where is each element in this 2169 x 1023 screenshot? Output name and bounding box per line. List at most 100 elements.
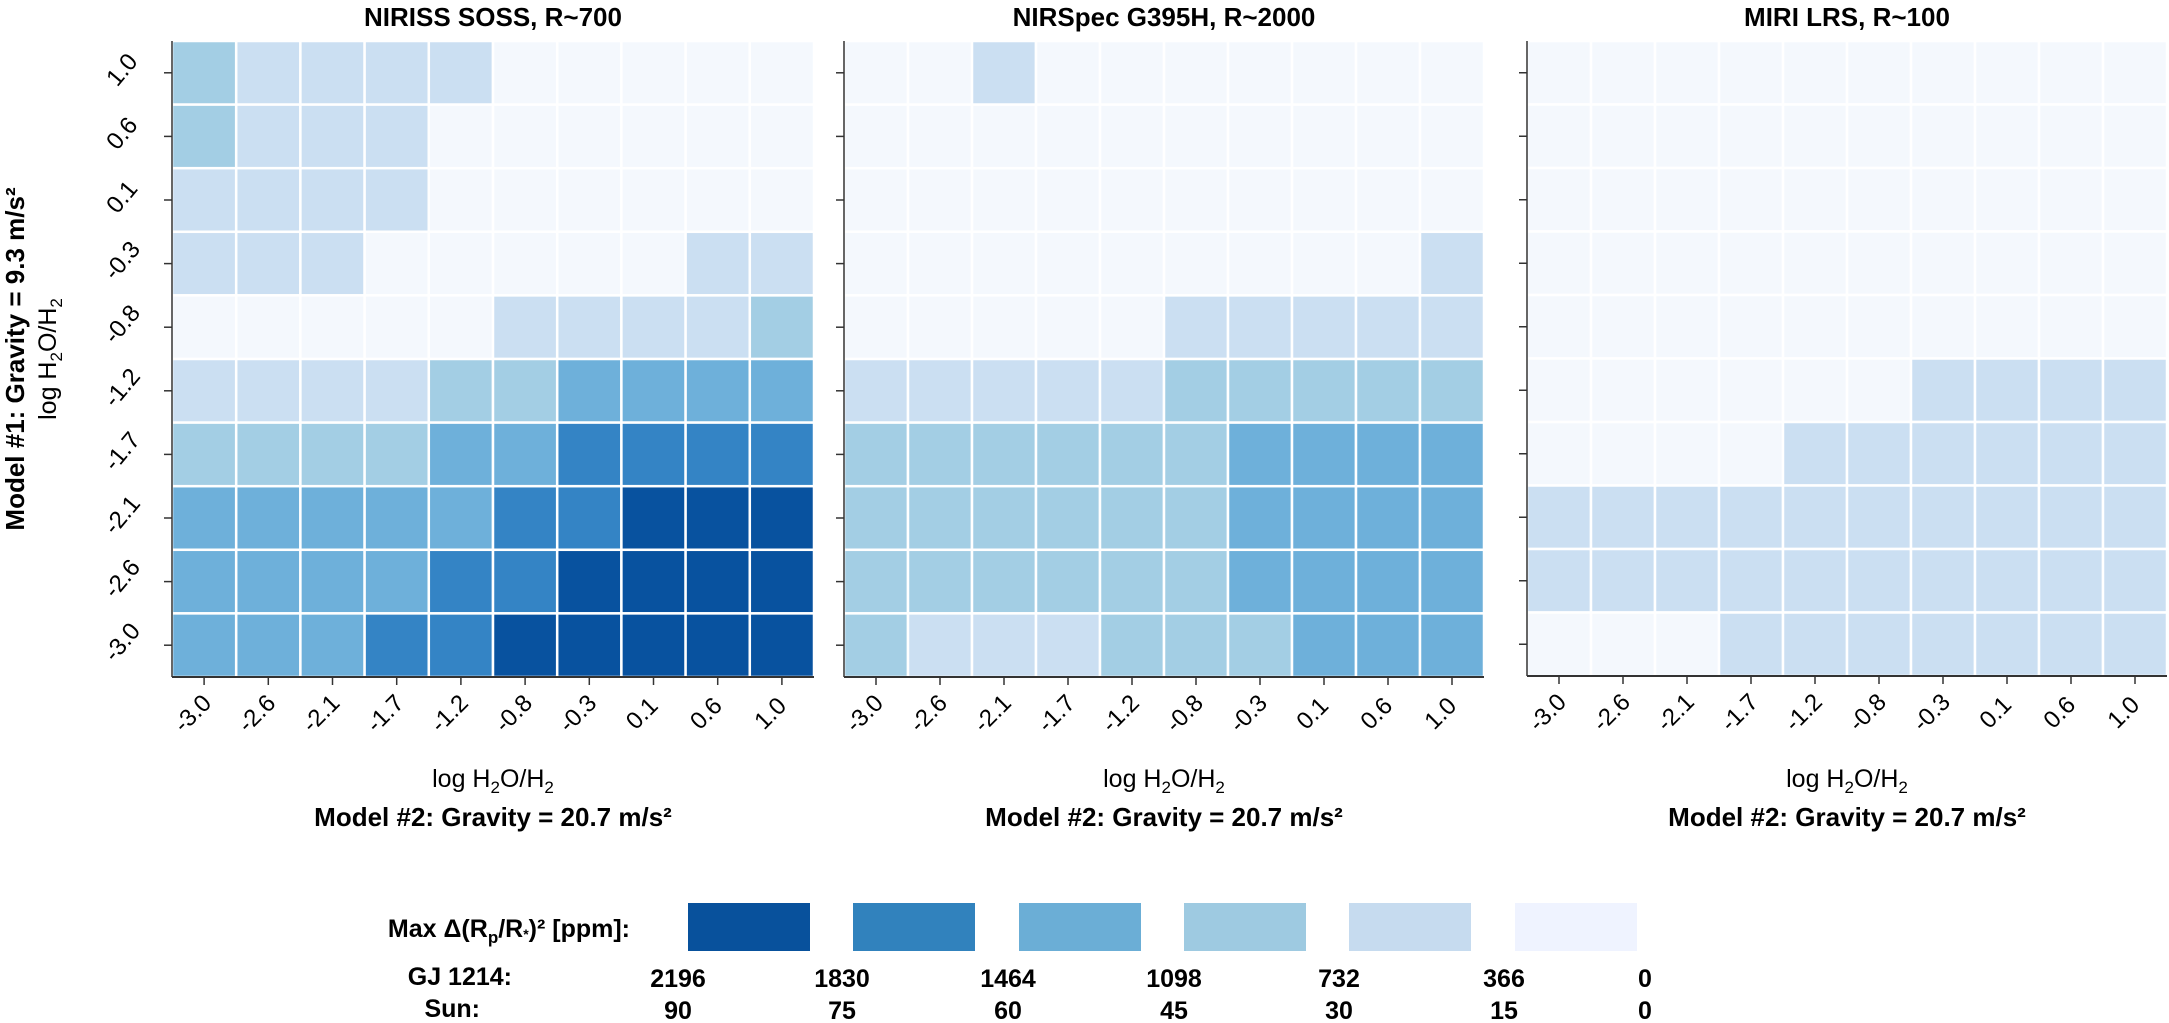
heatmap-cell xyxy=(427,166,495,234)
legend-gj1214-value: 2196 xyxy=(650,965,706,993)
heatmap-cell xyxy=(620,484,687,552)
heatmap-cell xyxy=(1226,294,1294,361)
heatmap-cell xyxy=(1162,103,1230,170)
heatmap-cell xyxy=(842,612,910,679)
heatmap-cell xyxy=(1290,548,1358,615)
x-tick-label: -0.3 xyxy=(554,690,602,738)
heatmap-cell xyxy=(1162,484,1230,552)
heatmap-cell xyxy=(491,294,559,361)
legend-sun-value: 45 xyxy=(1160,997,1188,1023)
heatmap-cell xyxy=(1845,103,1913,170)
heatmap-cell xyxy=(1717,39,1785,106)
x-tick-label: -2.6 xyxy=(233,690,281,738)
heatmap-cell xyxy=(1781,230,1849,297)
heatmap-cell xyxy=(684,612,752,679)
heatmap-cell xyxy=(1909,611,1977,678)
legend: Max Δ(Rp/R*)² [ppm]: GJ 1214: Sun: 2196 1… xyxy=(388,903,1652,1023)
x-tick-label: -3.0 xyxy=(169,690,217,738)
heatmap-cell xyxy=(1354,421,1422,488)
heatmap-cell xyxy=(1845,357,1913,424)
heatmap-cell xyxy=(1354,294,1422,361)
heatmap-cell xyxy=(170,421,238,488)
heatmap-cell xyxy=(842,421,910,488)
legend-gj1214-value: 1830 xyxy=(814,965,870,993)
heatmap-cell xyxy=(970,230,1038,297)
legend-sun-value: 60 xyxy=(994,997,1022,1023)
heatmap-panel-1: NIRISS SOSS, R~7001.00.60.1-0.3-0.8-1.2-… xyxy=(99,2,816,832)
heatmap-cell xyxy=(1525,166,1593,233)
heatmap-cell xyxy=(1525,293,1593,360)
heatmap-cell xyxy=(906,357,974,424)
heatmap-cell xyxy=(234,166,302,234)
x-tick-label: -0.8 xyxy=(1844,689,1892,737)
heatmap-cell xyxy=(620,39,687,106)
heatmap-cell xyxy=(1354,612,1422,679)
heatmap-cell xyxy=(1909,547,1977,614)
x-tick-label: -0.3 xyxy=(1908,689,1956,737)
heatmap-cell xyxy=(906,230,974,297)
x-tick-label: -1.2 xyxy=(1780,689,1828,737)
heatmap-cell xyxy=(363,548,431,615)
heatmap-cell xyxy=(170,166,238,234)
heatmap-cell xyxy=(970,548,1038,615)
heatmap-cell xyxy=(170,103,238,170)
heatmap-cell xyxy=(1290,357,1358,424)
heatmap-cell xyxy=(1034,103,1102,170)
heatmap-cell xyxy=(1973,484,2041,551)
legend-swatch xyxy=(1515,903,1637,951)
heatmap-cell xyxy=(1418,230,1486,297)
heatmap-cell xyxy=(1973,230,2041,297)
heatmap-cell xyxy=(491,548,559,615)
heatmap-cell xyxy=(1589,103,1657,170)
heatmap-cell xyxy=(363,39,431,106)
heatmap-cell xyxy=(1653,103,1721,170)
y-tick-label: 1.0 xyxy=(101,49,143,92)
heatmap-cell xyxy=(970,103,1038,170)
heatmap-cell xyxy=(1162,166,1230,234)
heatmap-cell xyxy=(970,166,1038,234)
y-axis-model1-label: Model #1: Gravity = 9.3 m/s² xyxy=(0,187,30,531)
heatmap-cell xyxy=(234,548,302,615)
heatmap-cell xyxy=(1717,484,1785,551)
heatmap-cell xyxy=(1418,484,1486,552)
heatmap-cell xyxy=(1781,547,1849,614)
heatmap-cell xyxy=(1653,230,1721,297)
heatmap-cell xyxy=(555,357,623,424)
legend-sun-label: Sun: xyxy=(424,995,480,1023)
legend-gj1214-value: 732 xyxy=(1318,965,1360,993)
heatmap-cell xyxy=(1034,294,1102,361)
heatmap-cell xyxy=(1226,103,1294,170)
x-tick-label: -0.8 xyxy=(1161,690,1209,738)
heatmap-cell xyxy=(2101,420,2169,487)
heatmap-cell xyxy=(491,39,559,106)
heatmap-cell xyxy=(555,484,623,552)
heatmap-cell xyxy=(1162,39,1230,106)
heatmap-cell xyxy=(1290,421,1358,488)
heatmap-cell xyxy=(684,421,752,488)
heatmap-cell xyxy=(234,357,302,424)
heatmap-cell xyxy=(299,357,366,424)
heatmap-cell xyxy=(1781,357,1849,424)
heatmap-cell xyxy=(620,421,687,488)
heatmap-cell xyxy=(1418,103,1486,170)
heatmap-cell xyxy=(1653,357,1721,424)
heatmap-cell xyxy=(2037,293,2105,360)
heatmap-cell xyxy=(1909,357,1977,424)
heatmap-cell xyxy=(555,548,623,615)
heatmap-cell xyxy=(234,39,302,106)
y-tick-label: -1.2 xyxy=(99,363,146,412)
heatmap-cell xyxy=(748,612,816,679)
heatmap-cell xyxy=(1973,39,2041,106)
heatmap-cell xyxy=(1162,612,1230,679)
heatmap-cell xyxy=(1717,166,1785,233)
y-tick-label: -1.7 xyxy=(99,427,146,476)
y-tick-label: 0.1 xyxy=(101,176,143,219)
heatmap-cell xyxy=(1098,230,1166,297)
legend-gj1214-label: GJ 1214: xyxy=(408,963,512,991)
heatmap-cell xyxy=(1418,421,1486,488)
heatmap-cell xyxy=(684,39,752,106)
heatmap-cell xyxy=(1589,293,1657,360)
panel-title: NIRSpec G395H, R~2000 xyxy=(1013,2,1316,32)
heatmap-cell xyxy=(2037,39,2105,106)
heatmap-cell xyxy=(299,484,366,552)
